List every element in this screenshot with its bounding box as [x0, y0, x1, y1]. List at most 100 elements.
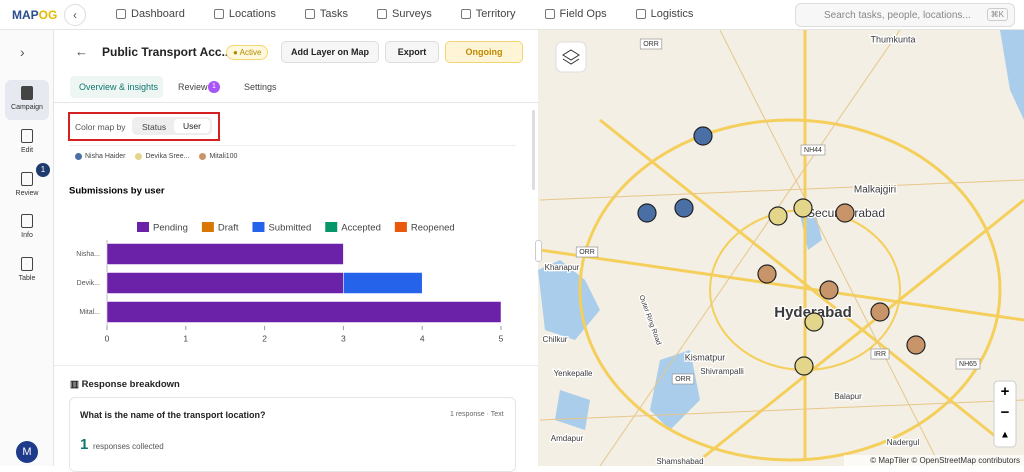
legend-swatch [325, 222, 338, 232]
x-tick-label: 3 [341, 333, 346, 343]
zoom-out[interactable]: − [1001, 404, 1010, 421]
toggle-selected[interactable]: User [174, 119, 210, 133]
x-tick-label: 0 [105, 333, 110, 343]
legend-label: Reopened [411, 223, 455, 234]
marker[interactable] [906, 335, 926, 355]
marker[interactable] [674, 198, 694, 218]
map-label: Shamshabad [656, 457, 703, 466]
search-box[interactable]: Search tasks, people, locations... ⌘K [795, 3, 1015, 27]
user-name: Devika Sree... [145, 153, 190, 160]
map-label: Nadergul [887, 438, 920, 447]
map-label: NH44 [804, 147, 822, 154]
panel-resize-handle[interactable] [535, 240, 542, 262]
marker[interactable] [637, 203, 657, 223]
bar-segment [106, 243, 344, 265]
attribution-bg [844, 455, 1024, 466]
add-layer-button[interactable]: Add Layer on Map [281, 41, 379, 63]
nav-item[interactable]: Tasks [304, 8, 348, 20]
sidebar-item[interactable]: Info [0, 214, 54, 239]
shortcut: ⌘K [986, 8, 1008, 21]
ongoing-button[interactable]: Ongoing [445, 41, 523, 63]
map[interactable]: ThumkuntaMalkajgiriSecunderabadHyderabad… [538, 30, 1024, 466]
nav-label: Territory [475, 8, 516, 20]
layers-button[interactable] [555, 41, 587, 73]
status-text: Active [239, 48, 262, 57]
nav-item[interactable]: Territory [460, 8, 516, 20]
sidebar-icon [21, 129, 33, 143]
marker[interactable] [804, 312, 824, 332]
zoom-controls [993, 380, 1017, 448]
logo-text: MAP [12, 8, 39, 22]
tab[interactable]: Review [178, 82, 208, 92]
review-badge: 1 [36, 163, 50, 177]
sidebar-label: Edit [20, 147, 34, 154]
marker[interactable] [819, 280, 839, 300]
sidebar-item[interactable]: Edit [0, 129, 54, 154]
road-shield [955, 358, 981, 370]
marker[interactable] [793, 198, 813, 218]
zoom-in[interactable]: + [1001, 383, 1010, 400]
layers-icon [562, 49, 580, 65]
nav-item[interactable]: Dashboard [116, 8, 185, 20]
expand[interactable]: › [20, 44, 25, 60]
user-swatch [135, 153, 143, 160]
nav-item[interactable]: Locations [213, 8, 276, 20]
sidebar-item[interactable]: Table [0, 257, 54, 282]
search-placeholder: Search tasks, people, locations... [824, 10, 971, 21]
nav-label: Surveys [392, 8, 432, 20]
sidebar-label: Info [21, 232, 33, 239]
map-label: Shivrampalli [700, 367, 744, 376]
nav-item[interactable]: Surveys [377, 8, 432, 20]
avatar[interactable]: M [16, 441, 38, 463]
nav-menu: Dashboard Locations Tasks Surveys Territory F… [116, 8, 693, 20]
map-label: Chilkur [543, 335, 568, 344]
highlight-box [68, 112, 220, 141]
map-label: ORR [675, 376, 691, 383]
chart: Submissions by user Pending Draft Submitted… [69, 186, 504, 344]
user-swatch [75, 153, 82, 160]
logo: MAPOG [12, 8, 57, 22]
user-legend-item: Mitali100 [199, 153, 237, 160]
map-label: Khanapur [545, 263, 580, 272]
nav-icon [116, 9, 126, 19]
marker[interactable] [835, 203, 855, 223]
nav-icon [377, 9, 388, 19]
road-shield [575, 246, 599, 258]
nav-label: Field Ops [559, 8, 607, 20]
panel-scrollbar [532, 110, 535, 190]
nav-label: Dashboard [131, 8, 185, 20]
water [538, 30, 1024, 430]
nav-icon [304, 9, 315, 19]
sidebar-item[interactable]: Review [0, 172, 54, 197]
nav-item[interactable]: Logistics [635, 8, 693, 20]
compass[interactable]: ▲ [1000, 430, 1010, 441]
user-name: Nisha Haider [85, 153, 126, 160]
legend-swatch [252, 222, 265, 232]
back-button[interactable]: ‹ [64, 4, 86, 26]
legend-label: Submitted [268, 223, 311, 234]
tab[interactable]: Settings [244, 82, 277, 92]
nav-icon [460, 9, 471, 19]
tab[interactable]: Overview & insights [79, 82, 159, 92]
sidebar-icon [21, 214, 33, 228]
marker[interactable] [794, 356, 814, 376]
legend-label: Pending [153, 223, 188, 234]
marker[interactable] [757, 264, 777, 284]
road-shield [870, 348, 890, 360]
map-label: Amdapur [551, 434, 584, 443]
map-label: ORR [643, 41, 659, 48]
marker[interactable] [870, 302, 890, 322]
markers [637, 126, 926, 376]
panel-back[interactable]: ← [75, 44, 88, 59]
status-badge: ● Active [226, 45, 269, 60]
nav-icon [213, 9, 224, 19]
marker[interactable] [768, 206, 788, 226]
sidebar-item[interactable]: Campaign [0, 86, 54, 111]
legend-label: Accepted [341, 223, 381, 234]
nav-item[interactable]: Field Ops [544, 8, 607, 20]
export-button[interactable]: Export [385, 41, 439, 63]
marker[interactable] [693, 126, 713, 146]
sidebar-label: Campaign [11, 104, 43, 111]
toggle-option[interactable]: Status [142, 122, 167, 132]
tab-active-bg [70, 76, 163, 98]
